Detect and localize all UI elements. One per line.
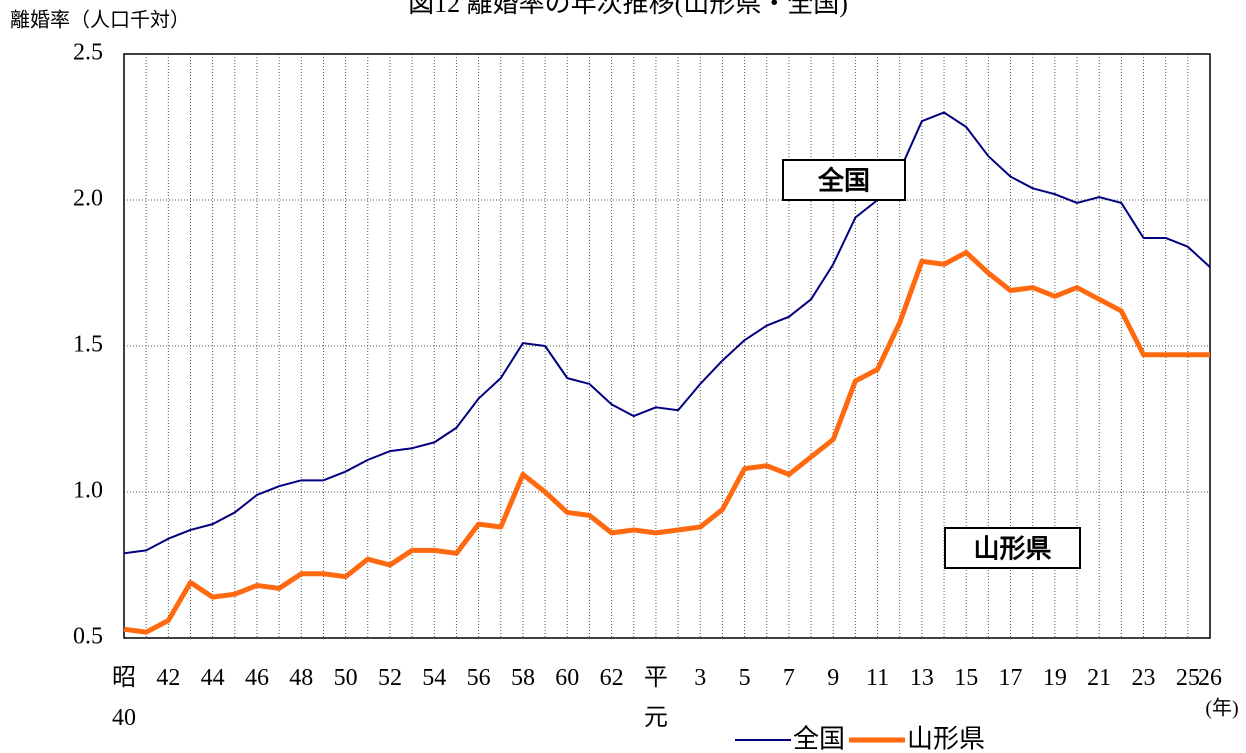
x-tick-label: 44 [200, 665, 225, 691]
x-tick-label: 昭 40 [112, 665, 136, 731]
x-tick-label: 42 [156, 665, 181, 691]
annotation: 全国 [817, 166, 870, 197]
x-tick-label: 11 [865, 665, 890, 691]
x-tick-label: 17 [998, 665, 1023, 691]
x-tick-label: 7 [782, 665, 795, 691]
x-tick-label: 5 [738, 665, 751, 691]
x-tick-label: 26 [1198, 665, 1222, 691]
y-tick-label: 2.0 [73, 186, 103, 212]
x-tick-label: 平 元 [643, 665, 668, 731]
legend-label: 全国 [793, 725, 845, 753]
y-axis-label: 離婚率（人口千対） [10, 9, 190, 32]
y-tick-label: 2.5 [73, 40, 103, 66]
x-tick-label: 19 [1042, 665, 1067, 691]
x-tick-label: 3 [694, 665, 707, 691]
x-tick-label: 62 [599, 665, 624, 691]
legend-label: 山形県 [907, 725, 985, 753]
x-tick-label: 60 [555, 665, 580, 691]
x-tick-label: 9 [827, 665, 840, 691]
series-line [123, 111, 1211, 555]
x-tick-label: 21 [1087, 665, 1112, 691]
y-tick-label: 1.0 [73, 478, 103, 504]
x-tick-label: 46 [244, 665, 269, 691]
x-tick-label: 56 [466, 665, 491, 691]
x-tick-label: 25 [1175, 665, 1200, 691]
x-tick-label: 54 [422, 665, 447, 691]
annotation-box [944, 527, 1081, 569]
series-line [123, 250, 1210, 635]
plot-frame [123, 53, 1211, 639]
y-tick-label: 0.5 [73, 624, 103, 650]
x-tick-label: 48 [289, 665, 314, 691]
y-tick-label: 1.5 [73, 332, 103, 358]
chart-title: 図12 離婚率の年次推移(山形県・全国) [408, 0, 848, 18]
x-tick-label: 58 [510, 665, 535, 691]
x-tick-label: 52 [377, 665, 402, 691]
x-axis-label: (年) [1205, 697, 1238, 720]
x-tick-label: 15 [954, 665, 979, 691]
annotation-box [782, 159, 906, 201]
x-tick-label: 50 [333, 665, 358, 691]
annotation: 山形県 [973, 535, 1051, 565]
x-tick-label: 13 [909, 665, 934, 691]
x-tick-label: 23 [1131, 665, 1156, 691]
